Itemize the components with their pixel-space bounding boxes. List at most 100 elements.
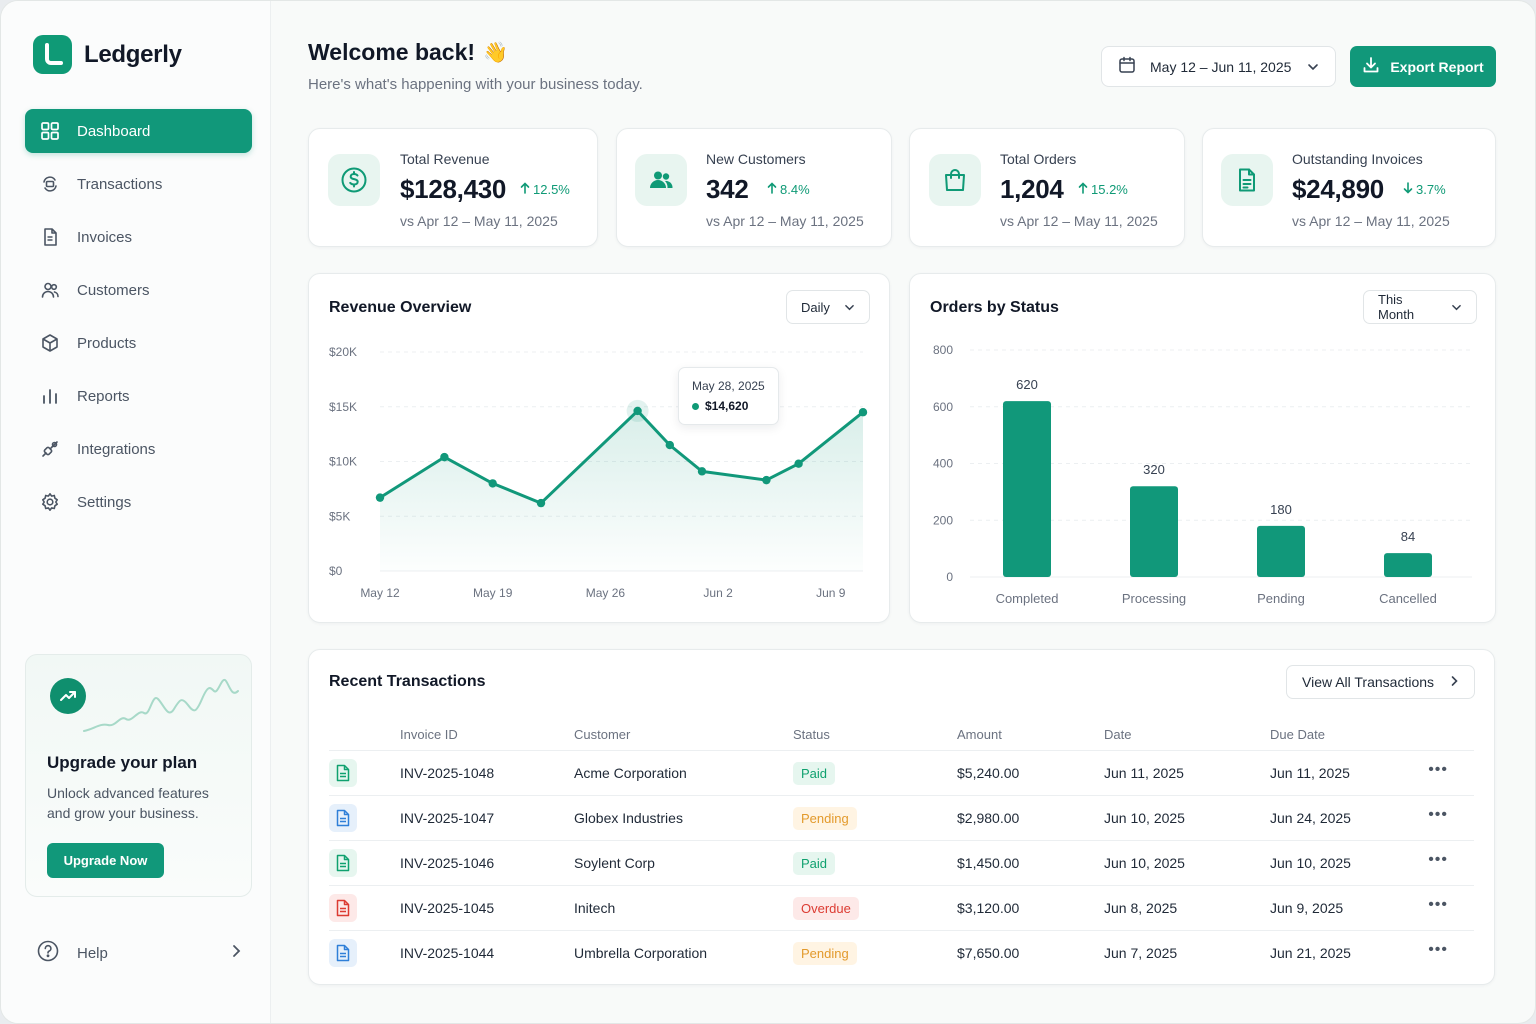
invoice-id[interactable]: INV-2025-1045 [400, 900, 495, 916]
brand[interactable]: Ledgerly [33, 35, 182, 74]
sidebar-item-customers[interactable]: Customers [25, 268, 252, 312]
stat-card-total-revenue[interactable]: Total Revenue $128,430 12.5% vs Apr 12 –… [308, 128, 598, 247]
due-date: Jun 11, 2025 [1270, 765, 1350, 781]
bar[interactable] [1257, 525, 1305, 577]
sidebar-item-transactions[interactable]: Transactions [25, 162, 252, 206]
view-all-transactions-button[interactable]: View All Transactions [1286, 665, 1475, 699]
upgrade-now-button[interactable]: Upgrade Now [47, 843, 164, 878]
shopping-bag-icon [929, 154, 981, 206]
stat-comparison: vs Apr 12 – May 11, 2025 [400, 213, 558, 229]
data-point[interactable] [858, 408, 868, 417]
orders-period-select[interactable]: This Month [1363, 290, 1477, 324]
x-tick-label: May 19 [473, 586, 513, 600]
more-options-icon[interactable]: ••• [1428, 941, 1448, 958]
calendar-icon [1118, 56, 1136, 77]
sidebar-item-reports[interactable]: Reports [25, 374, 252, 418]
sidebar-item-products[interactable]: Products [25, 321, 252, 365]
data-point[interactable] [762, 475, 771, 485]
more-options-icon[interactable]: ••• [1428, 806, 1448, 823]
download-icon [1362, 56, 1380, 77]
export-report-button[interactable]: Export Report [1350, 46, 1496, 87]
column-header[interactable]: Date [1104, 727, 1132, 742]
customer-name: Globex Industries [574, 810, 683, 826]
arrow-down-icon [1403, 182, 1413, 197]
x-tick-label: Pending [1257, 591, 1305, 606]
stat-value: $24,890 [1292, 174, 1384, 204]
column-header[interactable]: Due Date [1270, 727, 1325, 742]
table-row[interactable]: INV-2025-1047 Globex Industries Pending $2,… [329, 796, 1474, 841]
stat-card-outstanding-invoices[interactable]: Outstanding Invoices $24,890 3.7% vs Apr… [1202, 128, 1496, 247]
more-options-icon[interactable]: ••• [1428, 851, 1448, 868]
invoice-id[interactable]: INV-2025-1044 [400, 945, 495, 961]
page-subtitle: Here's what's happening with your busine… [308, 76, 643, 93]
document-icon [329, 804, 357, 832]
data-point[interactable] [697, 467, 707, 476]
bar-value-label: 84 [1401, 529, 1415, 544]
table-row[interactable]: INV-2025-1044 Umbrella Corporation Pending… [329, 931, 1474, 976]
stat-delta-value: 15.2% [1091, 182, 1128, 197]
status-badge: Paid [793, 852, 836, 875]
document-icon [329, 939, 357, 967]
table-row[interactable]: INV-2025-1048 Acme Corporation Paid $5,240.… [329, 751, 1474, 796]
data-point[interactable] [794, 459, 803, 468]
chevron-right-icon [230, 944, 242, 962]
x-tick-label: May 26 [586, 586, 626, 600]
column-header[interactable]: Status [793, 727, 830, 742]
revenue-line-chart[interactable]: $0 $5K $10K $15K $20K May 12 May 19 May 26 Jun 2… [309, 274, 889, 622]
export-report-label: Export Report [1390, 58, 1484, 75]
table-row[interactable]: INV-2025-1046 Soylent Corp Paid $1,450.00 Ju… [329, 841, 1474, 886]
help-link[interactable]: Help [37, 940, 242, 965]
bar[interactable] [1384, 553, 1432, 577]
page-title-text: Welcome back! [308, 39, 476, 65]
data-point[interactable] [375, 493, 385, 502]
invoice-id[interactable]: INV-2025-1048 [400, 765, 495, 781]
stat-card-total-orders[interactable]: Total Orders 1,204 15.2% vs Apr 12 – May… [909, 128, 1185, 247]
recent-transactions-title: Recent Transactions [329, 673, 486, 690]
more-options-icon[interactable]: ••• [1428, 761, 1448, 778]
data-point[interactable] [488, 479, 497, 488]
chart-tooltip: May 28, 2025 $14,620 [678, 367, 779, 425]
users-icon [635, 154, 687, 206]
data-point[interactable] [536, 498, 546, 508]
sidebar-item-settings[interactable]: Settings [25, 480, 252, 524]
invoice-id[interactable]: INV-2025-1046 [400, 855, 495, 871]
ledgerly-logo-icon [33, 35, 72, 74]
data-point[interactable] [665, 440, 674, 450]
sidebar-item-dashboard[interactable]: Dashboard [25, 109, 252, 153]
sidebar-item-invoices[interactable]: Invoices [25, 215, 252, 259]
tooltip-date: May 28, 2025 [692, 379, 765, 393]
invoice-icon [1221, 154, 1273, 206]
chevron-down-icon [844, 300, 855, 315]
date-range-value: May 12 – Jun 11, 2025 [1150, 58, 1292, 75]
upgrade-description: Unlock advanced features and grow your b… [47, 785, 209, 821]
revenue-period-select[interactable]: Daily [786, 290, 870, 324]
stat-delta: 15.2% [1078, 182, 1128, 197]
column-header[interactable]: Amount [957, 727, 1002, 742]
sidebar-item-label: Settings [77, 493, 132, 511]
amount: $1,450.00 [957, 855, 1020, 871]
arrow-up-icon [520, 182, 530, 197]
y-tick-label: $10K [329, 455, 357, 469]
sidebar-item-integrations[interactable]: Integrations [25, 427, 252, 471]
stat-card-new-customers[interactable]: New Customers 342 8.4% vs Apr 12 – May 1… [616, 128, 892, 247]
orders-period-value: This Month [1378, 292, 1415, 322]
stat-value: 1,204 [1000, 174, 1064, 204]
column-header[interactable]: Customer [574, 727, 631, 742]
data-point[interactable] [633, 406, 642, 416]
due-date: Jun 9, 2025 [1270, 900, 1344, 916]
chevron-down-icon [1451, 300, 1462, 315]
table-row[interactable]: INV-2025-1045 Initech Overdue $3,120.00 Jun … [329, 886, 1474, 931]
column-header[interactable]: Invoice ID [400, 727, 458, 742]
bar[interactable] [1130, 486, 1178, 577]
data-point[interactable] [440, 452, 449, 462]
due-date: Jun 24, 2025 [1270, 810, 1351, 826]
more-options-icon[interactable]: ••• [1428, 896, 1448, 913]
date-range-picker[interactable]: May 12 – Jun 11, 2025 [1101, 46, 1336, 87]
orders-bar-chart[interactable]: 0 200 400 600 800 620 Completed 320 Processing 18… [910, 274, 1495, 622]
bar[interactable] [1003, 401, 1051, 577]
y-tick-label: $0 [329, 564, 343, 578]
document-icon [329, 894, 357, 922]
revenue-period-value: Daily [801, 299, 830, 315]
recent-transactions-panel: Recent Transactions View All Transaction… [308, 649, 1495, 985]
invoice-id[interactable]: INV-2025-1047 [400, 810, 495, 826]
